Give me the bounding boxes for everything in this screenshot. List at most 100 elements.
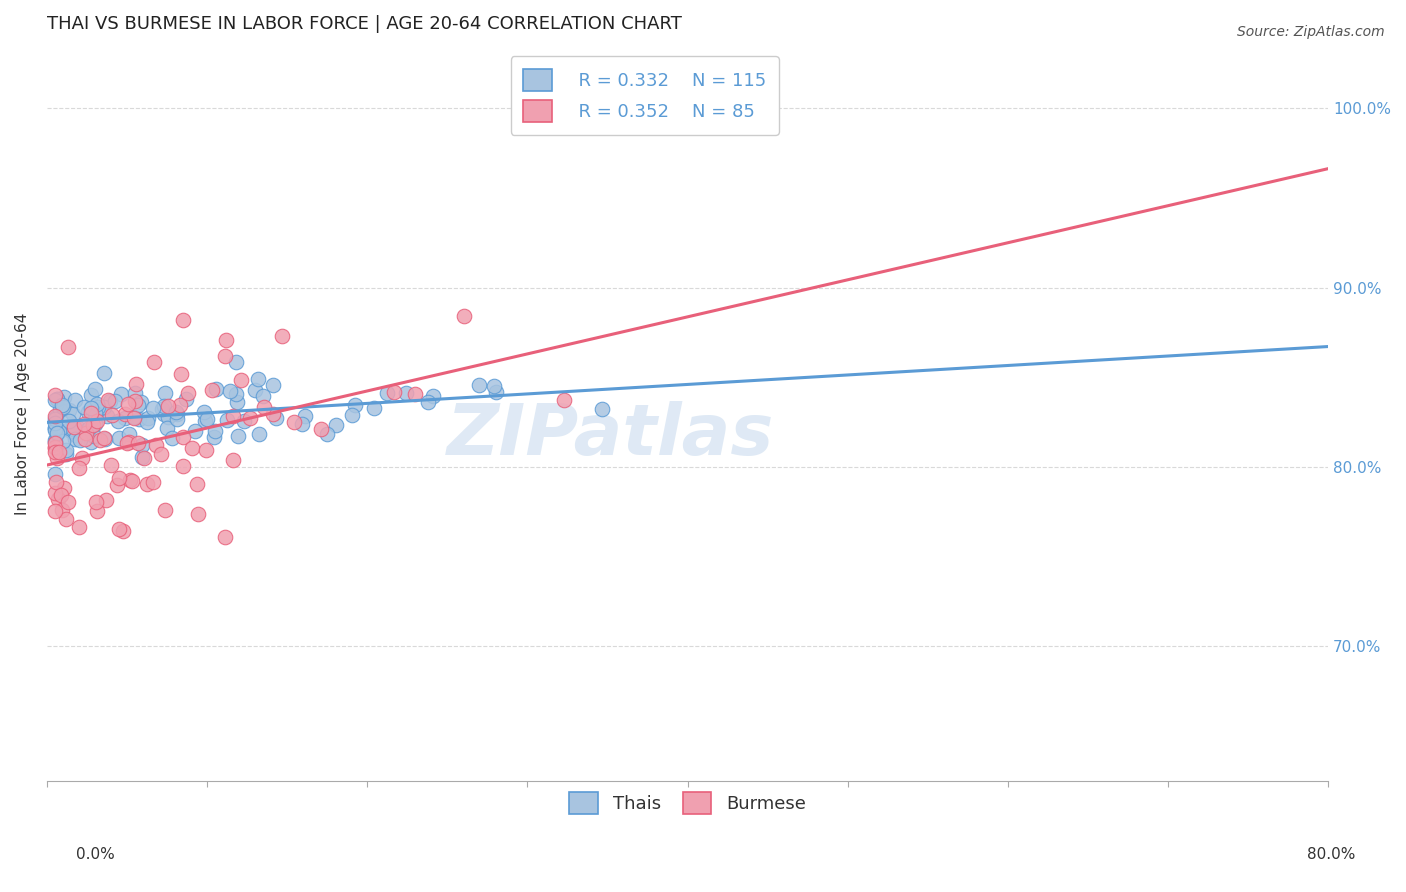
Point [84,417,107,431]
Point [243,383,266,397]
Point [252,389,274,403]
Point [55,447,77,461]
Point [131,438,153,452]
Point [96,409,118,423]
Point [553,392,575,407]
Point [65,392,87,407]
Point [73,432,96,446]
Point [75,424,97,438]
Point [75,426,97,441]
Point [253,400,276,414]
Point [166,412,188,426]
Point [153,407,176,421]
Point [166,407,188,421]
Point [69,433,91,447]
Point [44,445,66,459]
Point [262,378,284,392]
Point [72,451,94,466]
Point [226,429,249,443]
Point [44,435,66,450]
Point [194,413,217,427]
Point [264,411,287,425]
Point [44,423,66,437]
Point [93,366,115,380]
Point [93,431,115,445]
Point [149,447,172,461]
Point [204,424,226,438]
Point [214,349,236,363]
Point [187,507,209,521]
Point [44,434,66,449]
Point [156,421,179,435]
Point [453,309,475,323]
Point [48,424,70,438]
Point [58,414,80,428]
Point [343,398,366,412]
Point [118,435,141,450]
Point [114,410,136,425]
Point [124,385,146,400]
Point [262,407,284,421]
Point [67,461,90,475]
Point [104,393,127,408]
Point [225,394,247,409]
Point [114,407,136,421]
Point [118,426,141,441]
Point [201,383,224,397]
Point [193,405,215,419]
Point [105,477,128,491]
Point [219,384,242,398]
Point [58,495,80,509]
Point [233,414,256,428]
Point [44,421,66,435]
Point [375,385,398,400]
Point [143,355,166,369]
Point [183,424,205,438]
Point [80,434,103,449]
Point [100,409,122,423]
Point [186,477,208,491]
Point [98,393,121,408]
Point [125,376,148,391]
Point [153,386,176,401]
Point [46,426,69,441]
Legend: Thais, Burmese: Thais, Burmese [557,780,818,827]
Point [127,398,149,412]
Point [156,400,179,414]
Point [122,411,145,425]
Point [222,409,245,423]
Point [195,412,218,426]
Point [48,444,70,458]
Point [204,382,226,396]
Point [82,410,104,425]
Point [169,398,191,412]
Point [247,426,270,441]
Point [44,412,66,426]
Point [66,421,89,435]
Point [44,504,66,518]
Point [44,485,66,500]
Point [86,396,108,410]
Point [363,401,385,416]
Point [86,414,108,428]
Y-axis label: In Labor Force | Age 20-64: In Labor Force | Age 20-64 [15,312,31,515]
Point [80,401,103,416]
Point [63,420,86,434]
Point [45,475,67,490]
Point [107,414,129,428]
Point [111,524,134,538]
Point [128,411,150,425]
Point [271,329,294,343]
Point [215,334,238,348]
Point [110,387,132,401]
Point [132,450,155,465]
Point [117,436,139,450]
Point [239,410,262,425]
Point [468,377,491,392]
Point [84,495,107,509]
Point [150,401,173,416]
Point [65,427,87,442]
Point [340,408,363,422]
Point [44,392,66,407]
Point [52,400,75,414]
